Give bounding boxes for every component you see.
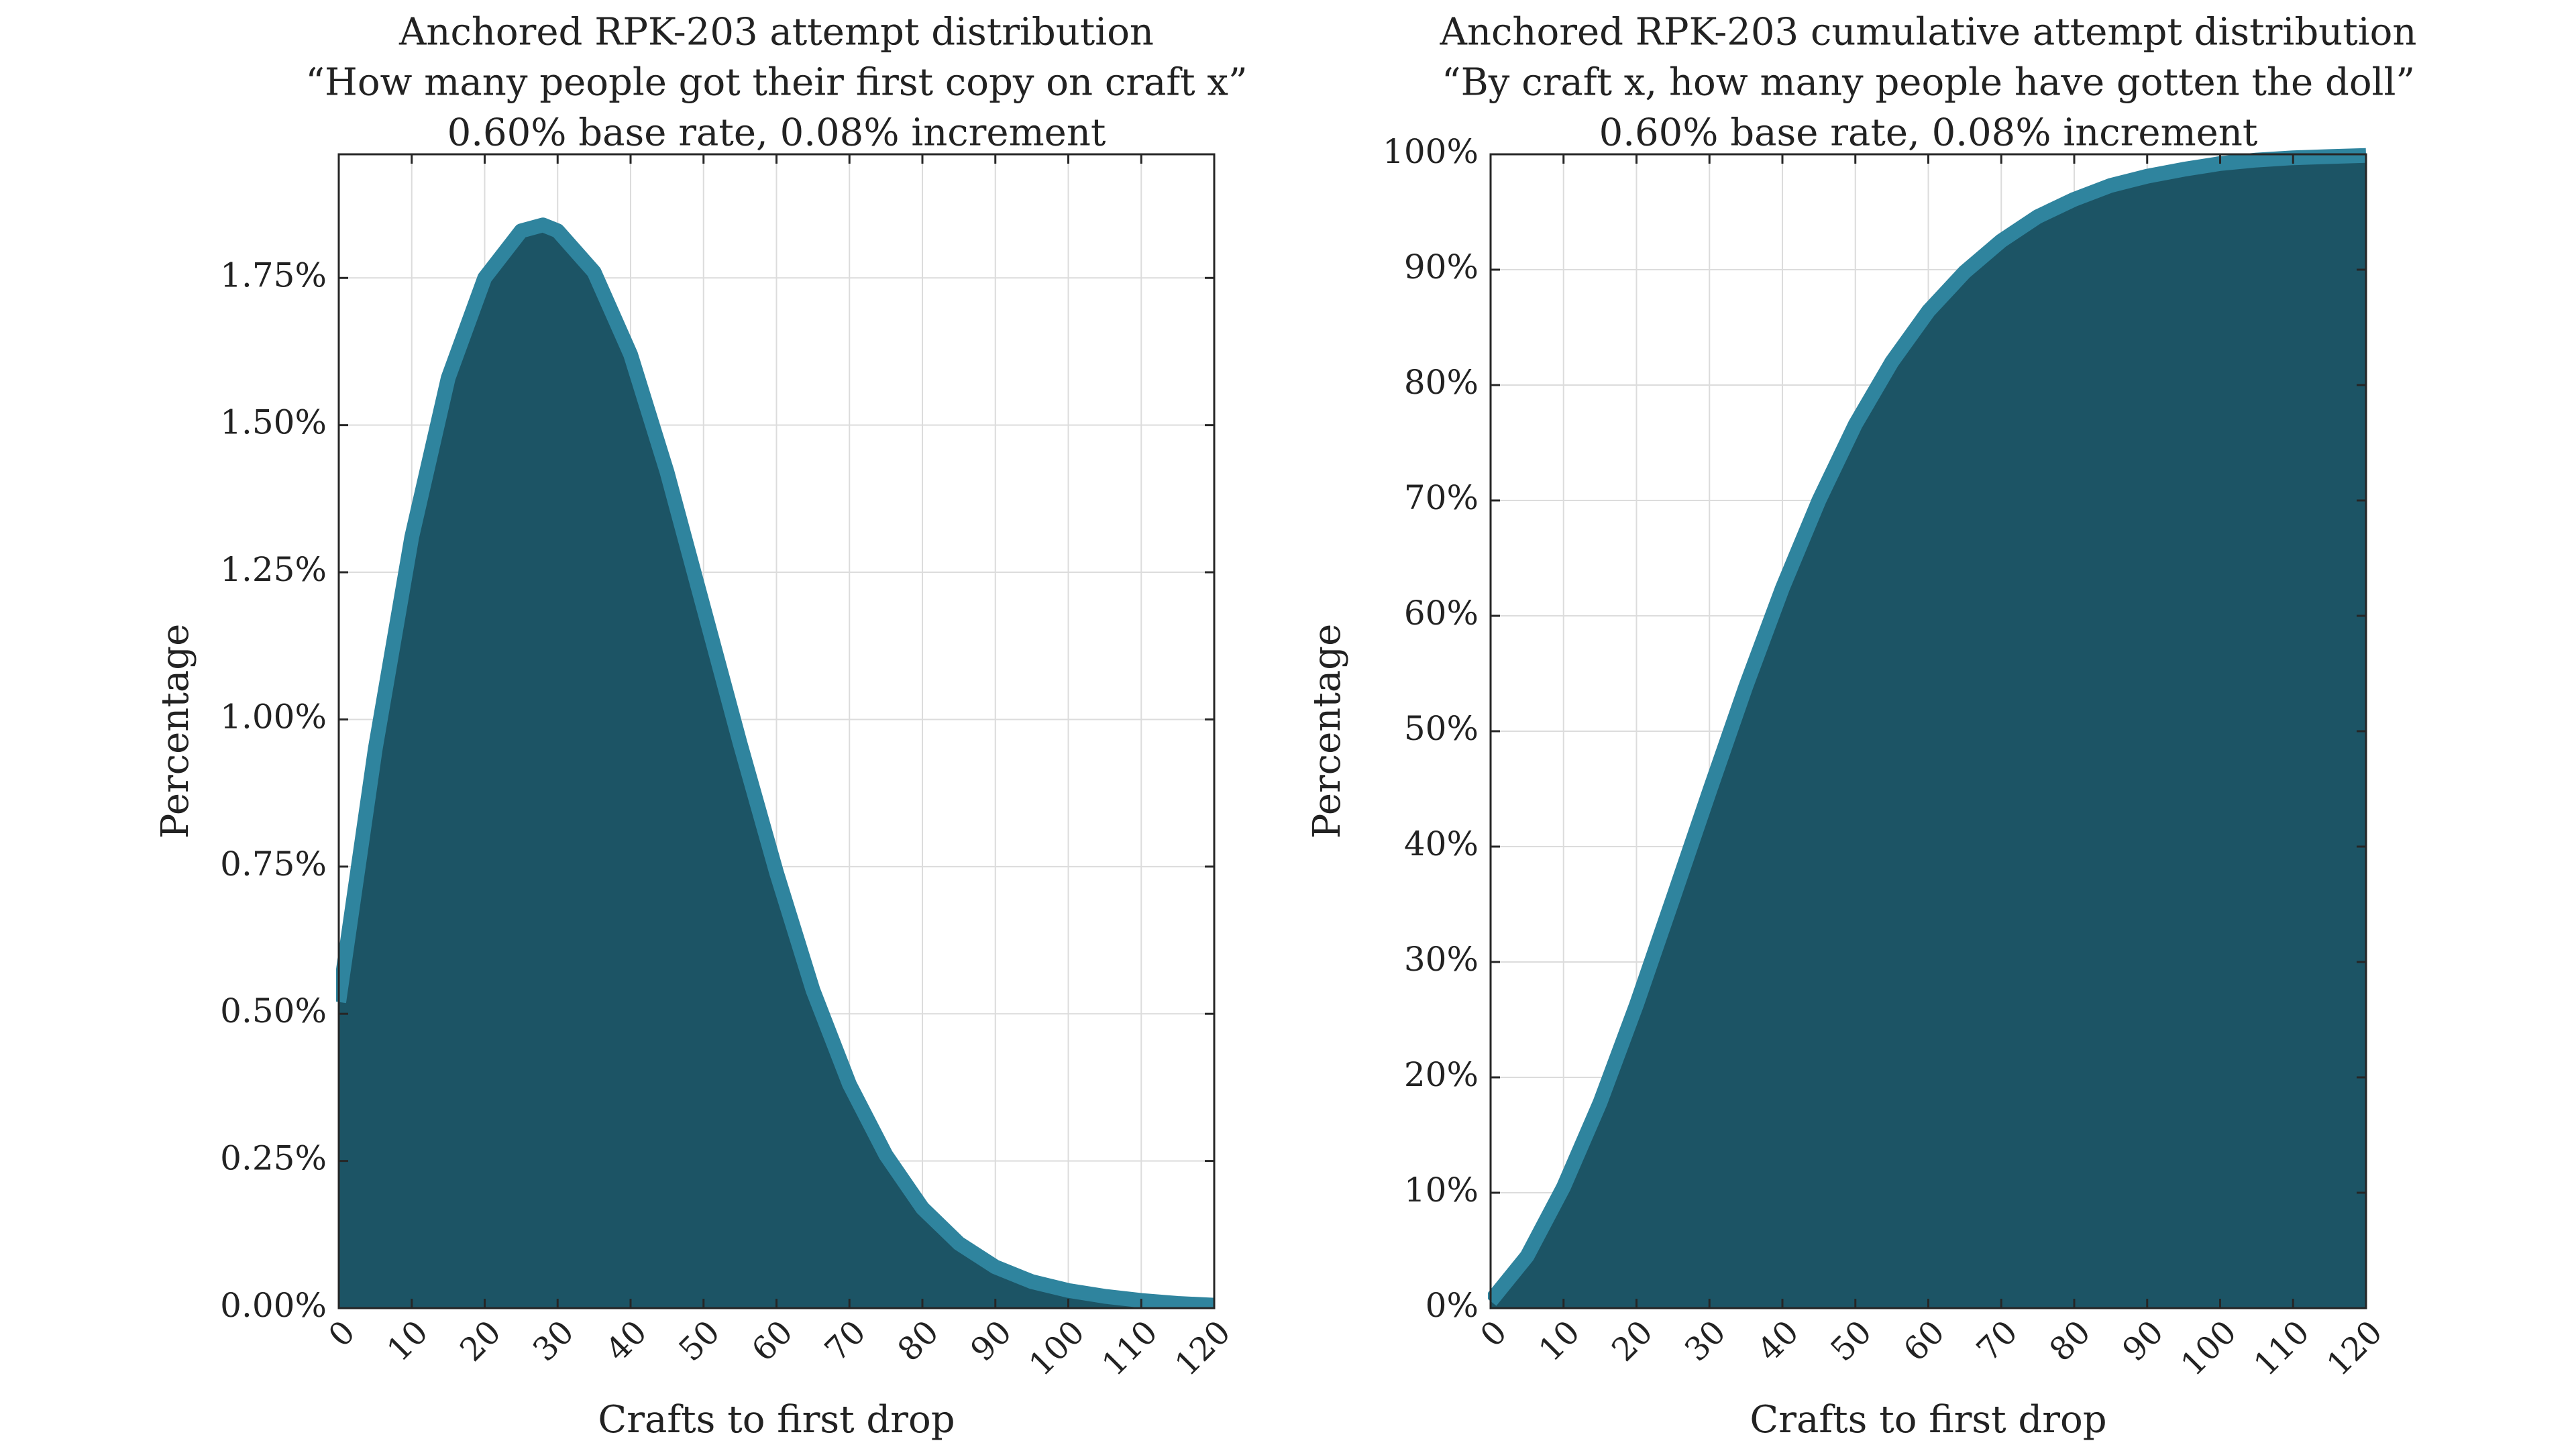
y-tick-label: 30%: [1404, 940, 1479, 979]
y-tick-label: 0.00%: [220, 1286, 327, 1325]
series-area: [1491, 155, 2366, 1308]
y-tick-label: 0%: [1426, 1286, 1479, 1325]
y-axis-label: Percentage: [1305, 624, 1349, 839]
y-tick-label: 1.25%: [220, 550, 327, 589]
series-line: [336, 217, 1215, 1308]
chart-title-line: Anchored RPK-203 attempt distribution: [398, 11, 1154, 54]
y-tick-label: 90%: [1404, 248, 1479, 286]
series-area: [339, 225, 1214, 1308]
y-tick-label: 100%: [1383, 132, 1479, 171]
y-tick-label: 1.75%: [220, 256, 327, 294]
y-tick-label: 1.00%: [220, 697, 327, 736]
y-tick-label: 0.25%: [220, 1139, 327, 1178]
y-tick-label: 70%: [1404, 478, 1479, 517]
y-tick-label: 0.50%: [220, 991, 327, 1030]
y-tick-label: 20%: [1404, 1055, 1479, 1094]
chart-title-line: “How many people got their first copy on…: [305, 61, 1247, 105]
y-tick-label: 0.75%: [220, 845, 327, 883]
chart-title-line: 0.60% base rate, 0.08% increment: [1599, 111, 2258, 155]
chart-title-line: “By craft x, how many people have gotten…: [1442, 61, 2415, 105]
x-axis-label: Crafts to first drop: [598, 1398, 955, 1442]
x-axis-label: Crafts to first drop: [1750, 1398, 2106, 1442]
y-tick-label: 10%: [1404, 1171, 1479, 1210]
chart-cumulative-distribution: 0 10 20 30 40 50 60 70 80 90 100 110 1200%10%20%30%4…: [1305, 11, 2416, 1442]
y-axis-label: Percentage: [154, 624, 197, 839]
y-tick-label: 80%: [1404, 363, 1479, 402]
chart-title-line: Anchored RPK-203 cumulative attempt dist…: [1440, 11, 2417, 54]
y-tick-label: 1.50%: [220, 403, 327, 442]
chart-title-line: 0.60% base rate, 0.08% increment: [447, 111, 1106, 155]
y-tick-label: 60%: [1404, 594, 1479, 633]
chart-attempt-distribution: 0 10 20 30 40 50 60 70 80 90 100 110 1200.00%0.25%0.…: [154, 11, 1248, 1442]
y-tick-label: 50%: [1404, 709, 1479, 748]
y-tick-label: 40%: [1404, 824, 1479, 863]
